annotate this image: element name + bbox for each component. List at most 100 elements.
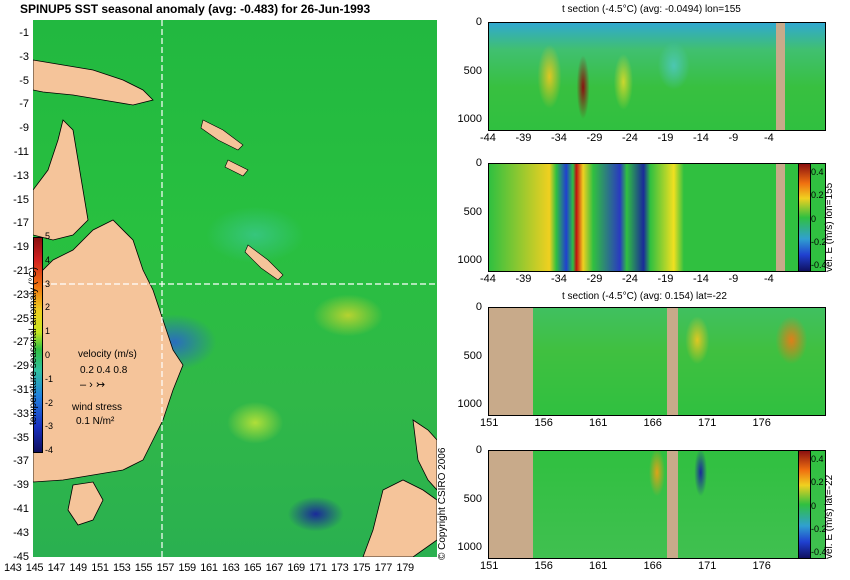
section-y-tick: 1000 bbox=[457, 541, 482, 553]
section-panel bbox=[488, 307, 826, 416]
map-y-tick: -31 bbox=[13, 384, 29, 396]
section-x-tick: 156 bbox=[534, 560, 553, 572]
section-x-tick: -14 bbox=[693, 132, 709, 144]
temperature-colorbar-tick: 4 bbox=[45, 254, 51, 265]
section-x-tick: 176 bbox=[752, 417, 771, 429]
map-x-tick: 175 bbox=[352, 562, 371, 574]
section-x-tick: -39 bbox=[515, 132, 532, 144]
map-x-tick: 161 bbox=[200, 562, 218, 574]
temperature-colorbar-tick: -3 bbox=[45, 421, 54, 432]
map-x-tick: 145 bbox=[25, 562, 44, 574]
section-x-tick: -24 bbox=[622, 273, 638, 285]
section-panel bbox=[488, 22, 826, 131]
copyright-text: © Copyright CSIRO 2006 bbox=[437, 447, 448, 560]
section-y-tick: 0 bbox=[475, 157, 482, 169]
section-x-tick: -34 bbox=[551, 132, 567, 144]
section-land-mask bbox=[667, 308, 678, 415]
temperature-colorbar-label: temperature seasonal anomaly (°C) bbox=[28, 267, 39, 425]
section-y-tick: 1000 bbox=[457, 113, 482, 125]
section-x-tick: -29 bbox=[586, 132, 603, 144]
section-x-tick: 171 bbox=[698, 417, 717, 429]
map-y-tick: -21 bbox=[13, 265, 29, 277]
map-y-tick: -7 bbox=[19, 98, 29, 111]
temperature-colorbar-tick: 5 bbox=[45, 231, 51, 241]
map-y-tick: -25 bbox=[13, 312, 29, 325]
map-x-tick: 155 bbox=[134, 562, 153, 574]
map-y-tick: -35 bbox=[13, 431, 29, 444]
map-y-tick: -13 bbox=[13, 169, 29, 182]
map-x-tick: 143 bbox=[4, 562, 22, 574]
section-title: t section (-4.5°C) (avg: -0.0494) lon=15… bbox=[562, 4, 741, 15]
section-x-tick: -19 bbox=[657, 273, 674, 285]
velocity-colorbar-tick: 0.4 bbox=[811, 167, 824, 177]
velocity-colorbar bbox=[798, 163, 811, 272]
map-x-tick: 179 bbox=[396, 562, 414, 574]
section-x-tick: 161 bbox=[589, 560, 608, 572]
section-x-tick: -24 bbox=[622, 132, 638, 144]
velocity-colorbar bbox=[798, 450, 811, 559]
section-y-tick: 500 bbox=[463, 64, 482, 77]
wind-legend-label: wind stress bbox=[72, 402, 123, 413]
section-y-tick: 0 bbox=[475, 16, 482, 28]
velocity-colorbar-label: vel. E (m/s) lon=155 bbox=[824, 182, 835, 272]
section-x-tick: -4 bbox=[764, 132, 774, 144]
map-x-tick: 151 bbox=[91, 562, 109, 574]
velocity-colorbar-tick: -0.4 bbox=[811, 547, 827, 557]
map-title: SPINUP5 SST seasonal anomaly (avg: -0.48… bbox=[20, 2, 371, 16]
section-x-tick: 151 bbox=[480, 560, 499, 572]
map-y-tick: -43 bbox=[13, 526, 29, 539]
map-land bbox=[33, 20, 437, 557]
sst-map[interactable] bbox=[33, 20, 437, 557]
temperature-colorbar-tick: 2 bbox=[45, 302, 51, 313]
temperature-colorbar-tick: -2 bbox=[45, 397, 54, 408]
section-x-tick: -44 bbox=[480, 132, 496, 144]
section-y-tick: 1000 bbox=[457, 254, 482, 266]
velocity-legend-label: velocity (m/s) bbox=[78, 349, 137, 360]
map-y-tick: -33 bbox=[13, 407, 29, 420]
map-y-tick: -9 bbox=[19, 122, 29, 135]
map-y-tick: -39 bbox=[13, 479, 29, 492]
velocity-colorbar-tick: 0 bbox=[811, 500, 817, 511]
map-y-tick: -37 bbox=[13, 455, 29, 468]
section-land-mask bbox=[667, 451, 678, 558]
section-y-tick: 500 bbox=[463, 349, 482, 362]
velocity-colorbar-tick: 0.2 bbox=[811, 190, 824, 201]
section-x-tick: -29 bbox=[586, 273, 603, 285]
section-x-tick: 166 bbox=[643, 560, 662, 572]
velocity-colorbar-tick: 0.2 bbox=[811, 477, 824, 488]
section-x-tick: -14 bbox=[693, 273, 709, 285]
velocity-colorbar-tick: -0.4 bbox=[811, 260, 827, 270]
section-x-tick: -34 bbox=[551, 273, 567, 285]
wind-legend-value: 0.1 N/m² bbox=[76, 416, 115, 427]
velocity-colorbar-tick: -0.2 bbox=[811, 236, 827, 247]
section-x-tick: 151 bbox=[480, 417, 499, 429]
map-x-tick: 173 bbox=[331, 562, 349, 574]
section-y-tick: 1000 bbox=[457, 398, 482, 410]
section-x-tick: -39 bbox=[515, 273, 532, 285]
section-x-tick: -9 bbox=[728, 132, 739, 144]
section-y-tick: 0 bbox=[475, 444, 482, 456]
section-x-tick: 161 bbox=[589, 417, 608, 429]
temperature-colorbar-tick: 3 bbox=[45, 278, 51, 289]
section-x-tick: -4 bbox=[764, 273, 774, 285]
section-x-tick: 176 bbox=[752, 560, 771, 572]
map-y-tick: -45 bbox=[13, 550, 29, 563]
velocity-colorbar-tick: 0.4 bbox=[811, 454, 824, 464]
temperature-colorbar bbox=[33, 237, 43, 453]
velocity-colorbar-tick: -0.2 bbox=[811, 523, 827, 534]
map-y-tick: -23 bbox=[13, 288, 29, 301]
map-x-tick: 165 bbox=[243, 562, 262, 574]
velocity-colorbar-label: vel. E (m/s) lat=-22 bbox=[824, 474, 835, 559]
section-x-tick: -44 bbox=[480, 273, 496, 285]
section-panel bbox=[488, 450, 826, 559]
section-y-tick: 0 bbox=[475, 301, 482, 313]
map-y-tick: -1 bbox=[19, 27, 29, 39]
section-x-tick: 166 bbox=[643, 417, 662, 429]
section-x-tick: -19 bbox=[657, 132, 674, 144]
map-x-tick: 167 bbox=[265, 562, 284, 574]
map-x-tick: 177 bbox=[374, 562, 393, 574]
map-y-tick: -15 bbox=[13, 193, 29, 206]
section-land-mask bbox=[776, 164, 785, 271]
map-y-tick: -29 bbox=[13, 360, 29, 373]
section-x-tick: 171 bbox=[698, 560, 717, 572]
